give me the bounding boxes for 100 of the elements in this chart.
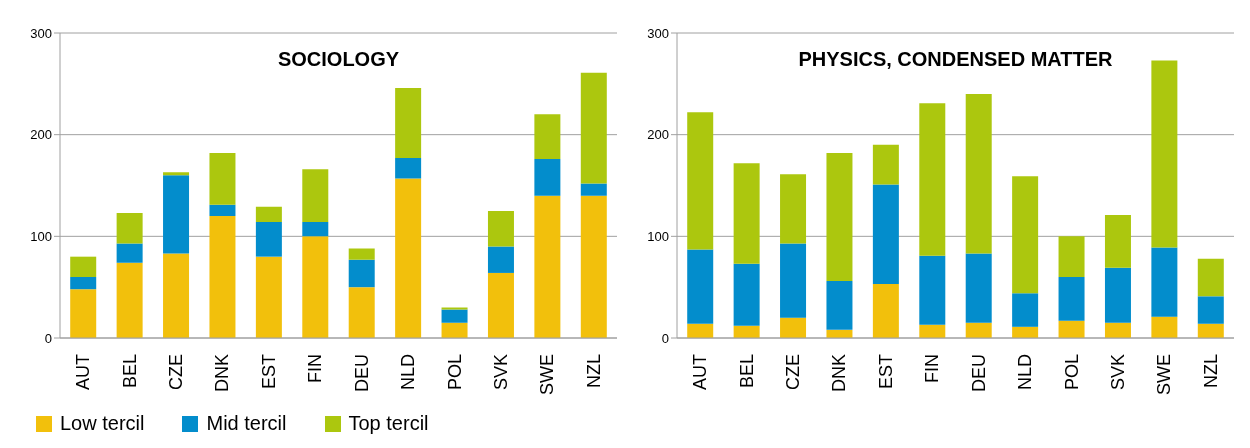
y-tick-label: 0 — [44, 330, 52, 346]
bar — [1197, 258, 1224, 297]
bar — [733, 263, 760, 326]
legend-label: Mid tercil — [206, 412, 287, 435]
bar — [580, 72, 607, 184]
bar — [302, 169, 329, 223]
bar — [487, 272, 514, 338]
bar — [70, 289, 97, 338]
bar — [1058, 236, 1085, 277]
x-tick-label: SWE — [1154, 354, 1175, 396]
bar — [487, 246, 514, 273]
bar — [780, 243, 807, 318]
bar — [116, 262, 143, 338]
legend-label: Low tercil — [60, 412, 145, 435]
x-tick-label: AUT — [690, 354, 711, 390]
x-tick-label: POL — [1061, 354, 1082, 391]
legend-label: Top tercil — [348, 412, 429, 435]
x-tick-label: DEU — [351, 354, 372, 393]
bar — [919, 103, 946, 256]
x-tick-label: FIN — [305, 354, 326, 383]
bar — [687, 249, 714, 324]
x-tick-label: NLD — [398, 354, 419, 391]
bar — [441, 307, 468, 310]
x-tick-label: AUT — [73, 354, 94, 390]
bar — [826, 152, 853, 282]
bar — [348, 248, 375, 260]
bar — [255, 256, 282, 338]
text: PHYSICS, CONDENSED MATTER — [797, 48, 1114, 71]
y-tick-label: 300 — [647, 25, 669, 41]
x-tick-label: BEL — [119, 354, 140, 389]
y-tick-label: 200 — [30, 127, 52, 143]
bar — [209, 216, 236, 338]
bar — [1197, 323, 1224, 338]
bar — [1104, 267, 1131, 323]
bar — [534, 195, 561, 338]
x-tick-label: NLD — [1015, 354, 1036, 391]
y-tick-label: 100 — [647, 228, 669, 244]
bar — [487, 210, 514, 247]
bar — [919, 255, 946, 325]
bar — [534, 159, 561, 196]
bar — [687, 112, 714, 250]
bar — [395, 158, 422, 179]
bar — [826, 281, 853, 330]
bar — [1012, 176, 1039, 294]
bar — [780, 174, 807, 244]
y-tick-label: 100 — [30, 228, 52, 244]
x-tick-label: POL — [444, 354, 465, 391]
x-tick-label: EST — [875, 354, 896, 390]
x-tick-label: DEU — [968, 354, 989, 393]
bar — [780, 317, 807, 338]
bar — [255, 222, 282, 257]
bar — [348, 259, 375, 288]
bar — [395, 87, 422, 159]
bar — [255, 206, 282, 223]
bar — [163, 253, 190, 338]
bar — [1058, 277, 1085, 321]
bar — [1104, 322, 1131, 338]
bar — [116, 212, 143, 244]
bar — [872, 144, 899, 185]
bar — [163, 172, 190, 176]
bar — [209, 152, 236, 205]
bar — [70, 277, 97, 290]
bar — [163, 175, 190, 254]
x-tick-label: NZL — [1200, 354, 1221, 389]
bar — [965, 322, 992, 338]
bar — [965, 253, 992, 323]
x-tick-label: BEL — [736, 354, 757, 389]
x-tick-label: DNK — [212, 354, 233, 393]
bar — [441, 309, 468, 323]
bar — [1058, 320, 1085, 338]
bar — [580, 183, 607, 196]
bar — [1012, 293, 1039, 327]
bar — [534, 114, 561, 160]
bar — [1151, 60, 1178, 248]
bar — [116, 243, 143, 263]
bar — [580, 195, 607, 338]
x-tick-label: DNK — [829, 354, 850, 393]
y-tick-label: 200 — [647, 127, 669, 143]
bar — [687, 323, 714, 338]
x-tick-label: SVK — [1107, 354, 1128, 391]
y-tick-label: 0 — [661, 330, 669, 346]
bar — [70, 256, 97, 277]
bar — [1197, 296, 1224, 324]
bar — [872, 284, 899, 338]
bar — [1151, 316, 1178, 338]
x-tick-label: EST — [258, 354, 279, 390]
y-tick-label: 300 — [30, 25, 52, 41]
bar — [872, 184, 899, 285]
bar — [1151, 247, 1178, 317]
bar — [965, 94, 992, 254]
bar — [919, 324, 946, 338]
bar — [209, 204, 236, 216]
bar — [441, 322, 468, 338]
bar — [733, 163, 760, 264]
x-tick-label: FIN — [922, 354, 943, 383]
bar — [733, 325, 760, 338]
bar — [302, 236, 329, 338]
x-tick-label: SVK — [490, 354, 511, 391]
text: SOCIOLOGY — [276, 48, 401, 71]
bar — [1104, 214, 1131, 268]
